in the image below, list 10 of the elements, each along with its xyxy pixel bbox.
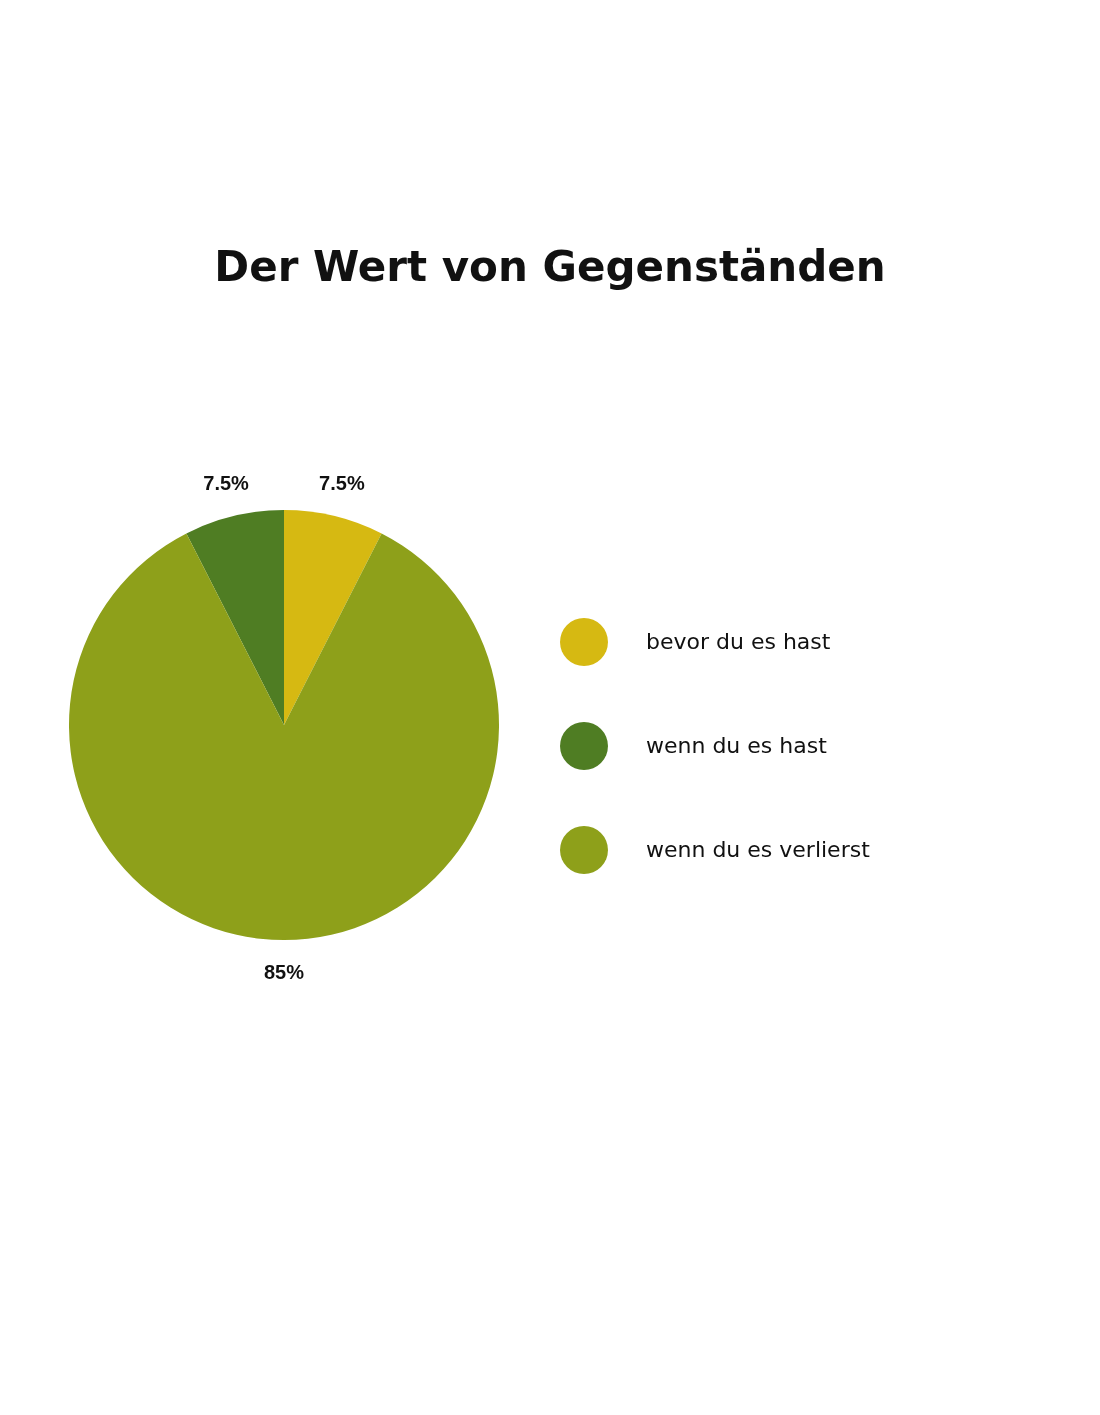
- data-label: 85%: [263, 961, 305, 983]
- data-label: 7.5%: [319, 471, 365, 494]
- pie-slice: [69, 533, 499, 940]
- chart-title: Der Wert von Gegenständen: [214, 242, 886, 291]
- legend-label: wenn du es verlierst: [646, 837, 871, 862]
- legend-label: wenn du es hast: [646, 733, 828, 758]
- legend-label: bevor du es hast: [646, 629, 831, 654]
- pie-slice: [186, 510, 284, 725]
- data-label: 7.5%: [203, 471, 250, 494]
- pie-slice: [284, 510, 382, 725]
